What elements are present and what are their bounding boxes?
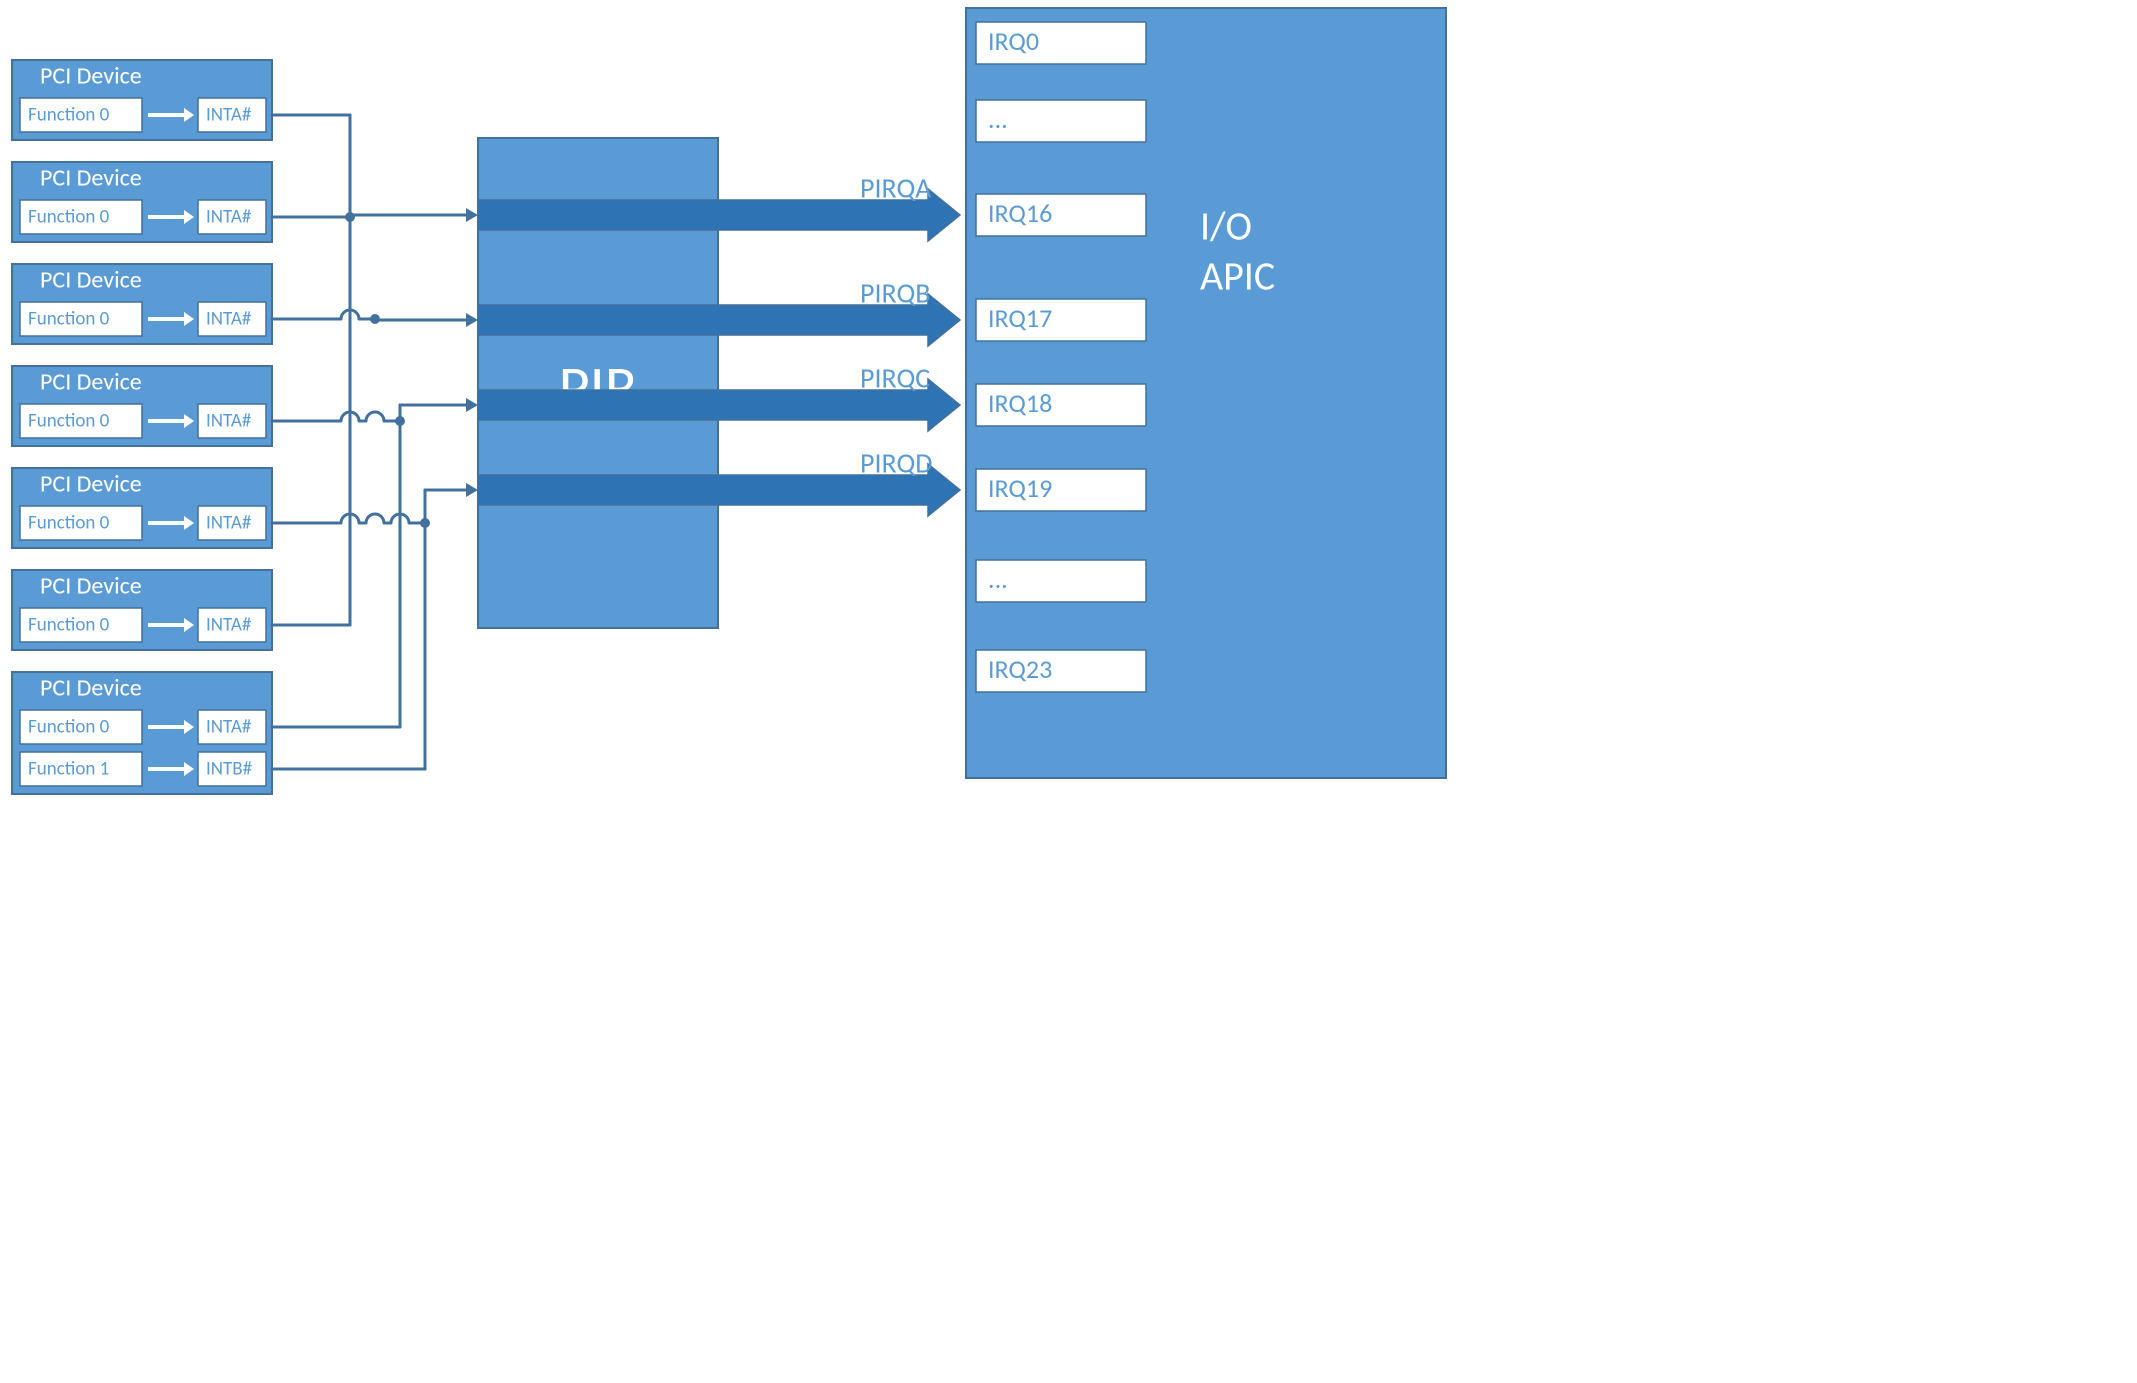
pirq-label: PIRQC [860, 361, 930, 396]
ioapic-label-2: APIC [1200, 252, 1275, 301]
ioapic-label-1: I/O [1200, 202, 1252, 251]
wire [272, 215, 350, 217]
pci-device-title: PCI Device [40, 62, 142, 91]
pci-function-label: Function 0 [28, 614, 110, 637]
irq-label: IRQ16 [988, 197, 1052, 229]
pci-function-label: Function 0 [28, 716, 110, 739]
pci-device-title: PCI Device [40, 674, 142, 703]
wire-arrowhead [466, 483, 478, 497]
pirq-label: PIRQB [860, 276, 931, 311]
pci-function-label: Function 1 [28, 758, 109, 781]
pci-int-label: INTA# [206, 308, 252, 331]
pci-device-title: PCI Device [40, 368, 142, 397]
pci-int-label: INTA# [206, 104, 252, 127]
pci-device-title: PCI Device [40, 572, 142, 601]
wire-arrowhead [466, 313, 478, 327]
irq-label: IRQ18 [988, 387, 1052, 419]
pci-device: PCI Device Function 0 INTA# Function 1 INTB# [12, 672, 272, 794]
pci-device: PCI Device Function 0 INTA# [12, 468, 272, 548]
irq-label: ... [988, 563, 1008, 595]
pci-function-label: Function 0 [28, 512, 110, 535]
pci-function-label: Function 0 [28, 410, 110, 433]
irq-label: IRQ23 [988, 653, 1052, 685]
irq-label: IRQ17 [988, 302, 1052, 334]
pirq-label: PIRQA [860, 171, 932, 206]
irq-label: ... [988, 103, 1008, 135]
ioapic-block: IRQ0... IRQ16 IRQ17 IRQ18 IRQ19... IRQ23 I/OAP… [966, 8, 1446, 778]
pci-device-title: PCI Device [40, 164, 142, 193]
pci-int-label: INTB# [206, 758, 253, 781]
pci-int-label: INTA# [206, 614, 252, 637]
pci-function-label: Function 0 [28, 308, 110, 331]
pci-int-label: INTA# [206, 512, 252, 535]
pci-int-label: INTA# [206, 206, 252, 229]
pci-int-label: INTA# [206, 410, 252, 433]
pci-device: PCI Device Function 0 INTA# [12, 570, 272, 650]
pci-function-label: Function 0 [28, 206, 110, 229]
wire-arrowhead [466, 208, 478, 222]
wire [272, 115, 350, 215]
irq-label: IRQ19 [988, 472, 1052, 504]
pci-device: PCI Device Function 0 INTA# [12, 366, 272, 446]
wire [272, 405, 400, 727]
pci-device: PCI Device Function 0 INTA# [12, 60, 272, 140]
pci-int-label: INTA# [206, 716, 252, 739]
wire [272, 405, 400, 421]
pci-device-title: PCI Device [40, 470, 142, 499]
pci-function-label: Function 0 [28, 104, 110, 127]
pci-device-title: PCI Device [40, 266, 142, 295]
irq-label: IRQ0 [988, 25, 1039, 57]
pci-device: PCI Device Function 0 INTA# [12, 162, 272, 242]
wire-arrowhead [466, 398, 478, 412]
pirq-label: PIRQD [860, 446, 933, 481]
wire [272, 310, 375, 320]
pci-device: PCI Device Function 0 INTA# [12, 264, 272, 344]
